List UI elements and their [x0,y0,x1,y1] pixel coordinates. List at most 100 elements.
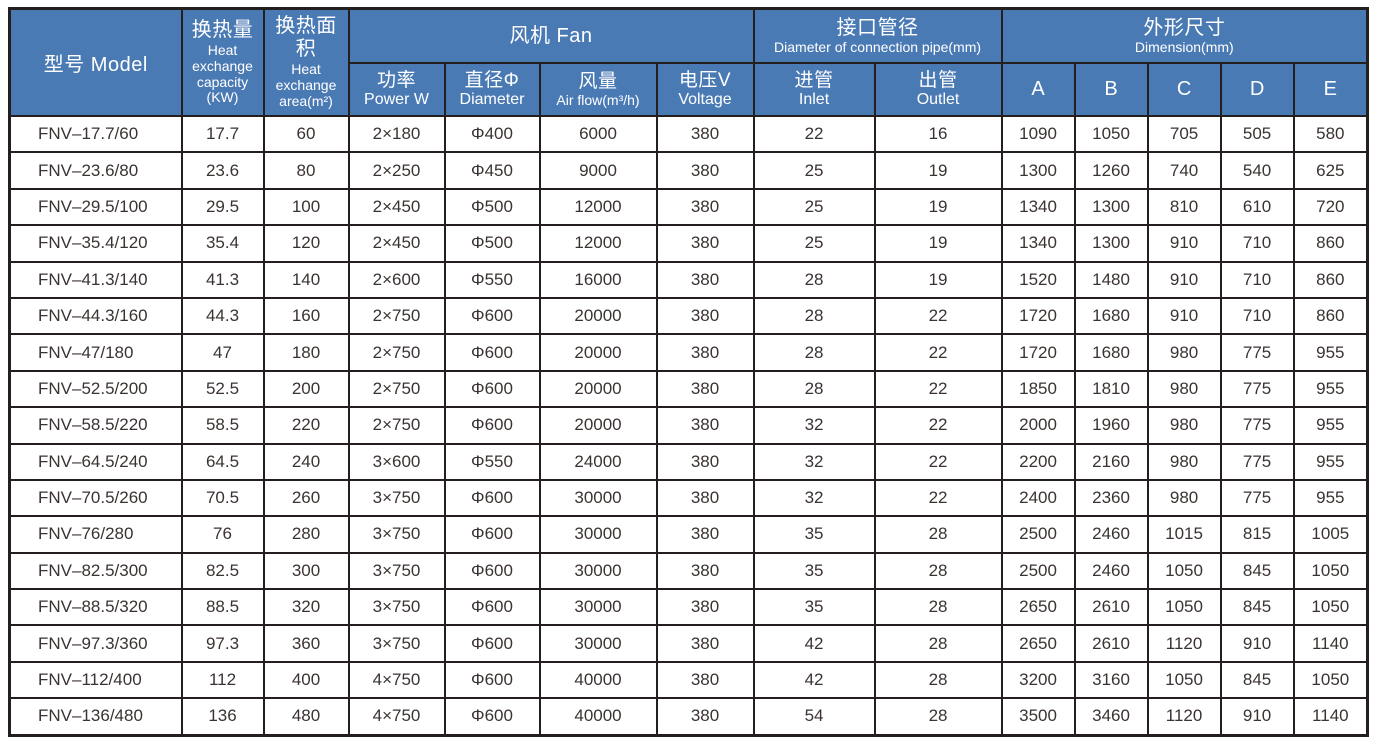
cell-dim-a: 1720 [1000,333,1076,372]
cell-heat-exchange-capacity: 44.3 [180,296,265,336]
cell-model: FNV–97.3/360 [8,624,183,663]
cell-dim-e: 1140 [1292,624,1369,663]
cell-fan-voltage: 380 [655,369,755,409]
cell-heat-exchange-capacity: 88.5 [180,588,265,627]
cell-fan-power: 2×750 [347,333,446,372]
table-row: FNV–70.5/260 70.5 260 3×750 Φ600 30000 380 32 22… [8,478,1369,518]
column-header-dim-e: E [1292,62,1369,117]
cell-fan-diameter: Φ600 [443,697,541,737]
fan-voltage-label-zh: 电压V [678,69,732,91]
cell-pipe-outlet: 28 [873,624,1003,663]
table-row: FNV–82.5/300 82.5 300 3×750 Φ600 30000 380 35 28… [8,551,1369,591]
cell-dim-e: 1005 [1292,515,1369,554]
cell-fan-diameter: Φ600 [443,406,541,445]
cell-fan-diameter: Φ600 [443,296,541,336]
cell-pipe-outlet: 22 [873,333,1003,372]
cell-fan-power: 2×750 [347,369,446,409]
cell-heat-exchange-area: 180 [262,333,350,372]
cell-fan-airflow: 24000 [538,442,658,481]
cell-fan-diameter: Φ600 [443,588,541,627]
cell-dim-d: 845 [1219,660,1295,700]
pipe-outlet-label-en: Outlet [916,91,960,109]
cell-dim-c: 810 [1146,187,1222,227]
table-row: FNV–76/280 76 280 3×750 Φ600 30000 380 35 28 2500… [8,515,1369,554]
cell-dim-a: 2650 [1000,624,1076,663]
cell-fan-voltage: 380 [655,187,755,227]
cell-dim-a: 2500 [1000,515,1076,554]
cell-dim-b: 1960 [1073,406,1149,445]
cell-fan-power: 3×750 [347,478,446,518]
cell-fan-airflow: 40000 [538,660,658,700]
cell-fan-power: 2×600 [347,260,446,299]
heat-exchange-area-label-zh: 换热面积 [275,15,337,61]
connection-pipe-label-en: Diameter of connection pipe(mm) [774,38,982,55]
cell-dim-d: 775 [1219,478,1295,518]
cell-pipe-outlet: 28 [873,551,1003,591]
cell-dim-e: 955 [1292,369,1369,409]
cell-dim-e: 955 [1292,442,1369,481]
cell-dim-a: 2000 [1000,406,1076,445]
cell-dim-b: 2610 [1073,624,1149,663]
cell-heat-exchange-capacity: 29.5 [180,187,265,227]
cell-pipe-outlet: 22 [873,442,1003,481]
cell-pipe-inlet: 35 [752,515,876,554]
table-row: FNV–58.5/220 58.5 220 2×750 Φ600 20000 380 32 22… [8,406,1369,445]
cell-heat-exchange-area: 160 [262,296,350,336]
fan-power-label-en: Power W [364,91,429,109]
cell-model: FNV–58.5/220 [8,406,183,445]
cell-heat-exchange-capacity: 35.4 [180,224,265,263]
cell-fan-airflow: 16000 [538,260,658,299]
cell-dim-b: 1680 [1073,333,1149,372]
cell-fan-diameter: Φ600 [443,624,541,663]
cell-model: FNV–29.5/100 [8,187,183,227]
cell-fan-voltage: 380 [655,333,755,372]
cell-model: FNV–76/280 [8,515,183,554]
cell-dim-e: 860 [1292,224,1369,263]
cell-dim-a: 3500 [1000,697,1076,737]
cell-dim-e: 625 [1292,151,1369,190]
cell-model: FNV–47/180 [8,333,183,372]
cell-dim-b: 1810 [1073,369,1149,409]
heat-exchange-area-label-en: Heat exchange area(m²) [275,61,337,109]
cell-fan-power: 2×750 [347,406,446,445]
cell-dim-a: 1340 [1000,187,1076,227]
cell-dim-a: 2650 [1000,588,1076,627]
cell-dim-d: 910 [1219,697,1295,737]
cell-model: FNV–52.5/200 [8,369,183,409]
cell-dim-c: 1050 [1146,551,1222,591]
dimension-label-en: Dimension(mm) [1134,38,1234,55]
cell-dim-a: 2400 [1000,478,1076,518]
cell-dim-d: 910 [1219,624,1295,663]
cell-fan-airflow: 20000 [538,296,658,336]
cell-fan-airflow: 20000 [538,406,658,445]
cell-heat-exchange-capacity: 52.5 [180,369,265,409]
cell-dim-e: 1050 [1292,551,1369,591]
table-row: FNV–52.5/200 52.5 200 2×750 Φ600 20000 380 28 22… [8,369,1369,409]
cell-dim-b: 1680 [1073,296,1149,336]
header-group-row: 型号 Model 换热量 Heat exchange capacity (KW)… [8,7,1369,117]
cell-fan-voltage: 380 [655,114,755,154]
cell-heat-exchange-capacity: 47 [180,333,265,372]
table-row: FNV–35.4/120 35.4 120 2×450 Φ500 12000 380 25 19… [8,224,1369,263]
cell-heat-exchange-capacity: 136 [180,697,265,737]
fan-diameter-label-en: Diameter [459,91,525,109]
column-header-dim-d: D [1219,62,1295,117]
cell-fan-airflow: 30000 [538,478,658,518]
fan-diameter-label-zh: 直径Φ [464,69,520,91]
cell-dim-b: 2610 [1073,588,1149,627]
header-sub-row: 功率 Power W 直径Φ Diameter 风量 Air flow(m³/h… [10,62,1369,117]
cell-pipe-outlet: 28 [873,697,1003,737]
cell-pipe-outlet: 22 [873,406,1003,445]
cell-model: FNV–44.3/160 [8,296,183,336]
cell-fan-diameter: Φ550 [443,442,541,481]
cell-dim-c: 910 [1146,224,1222,263]
cell-pipe-inlet: 25 [752,224,876,263]
cell-fan-airflow: 12000 [538,187,658,227]
pipe-inlet-label-en: Inlet [798,91,830,109]
cell-dim-d: 610 [1219,187,1295,227]
cell-dim-d: 845 [1219,588,1295,627]
column-header-heat-exchange-capacity: 换热量 Heat exchange capacity (KW) [180,7,265,117]
cell-pipe-inlet: 42 [752,624,876,663]
cell-heat-exchange-capacity: 82.5 [180,551,265,591]
cell-dim-b: 3160 [1073,660,1149,700]
